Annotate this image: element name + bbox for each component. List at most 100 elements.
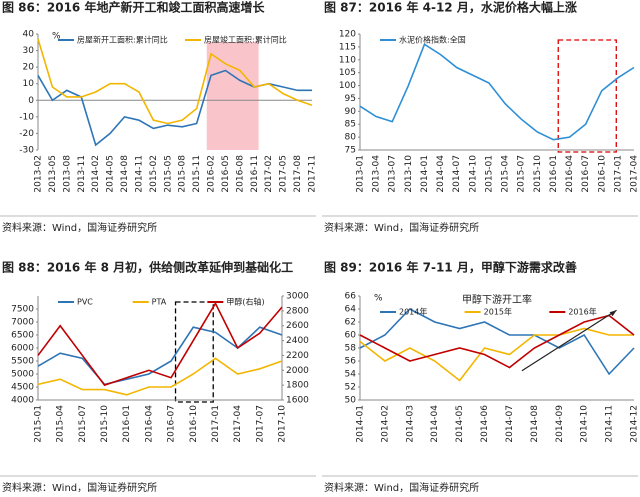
trend-arrow [521,309,617,372]
x-tick-label: 2015-07 [517,155,527,193]
x-tick-label: 2017-01 [211,405,221,443]
x-tick-label: 2015-10 [533,155,543,193]
y-tick-label: -20 [19,129,34,139]
y-tick-label: 75 [345,146,356,156]
y-tick-label: 120 [339,30,356,40]
x-tick-label: 2014-07 [452,155,462,193]
x-tick-label: 2014-02 [91,155,101,193]
x-tick-label: 2015-01 [484,155,494,193]
x-tick-label: 2015-02 [149,155,159,193]
x-tick-label: 2016-05 [221,155,231,193]
highlight-box [557,39,617,153]
x-tick-label: 2017-04 [630,155,640,193]
y-tick-label: 52 [345,383,356,393]
series-line [37,38,313,125]
x-tick-label: 2013-02 [34,155,44,193]
unit: % [374,294,383,304]
x-tick-label: 2015-07 [78,405,88,443]
x-tick-label: 2017-10 [278,405,288,443]
unit: % [52,32,61,42]
x-tick-label: 2014-09 [555,405,565,443]
y-tick-label: 30 [23,46,35,56]
x-tick-label: 2013-07 [388,155,398,193]
highlight [206,42,259,150]
x-tick-label: 2014-03 [405,405,415,443]
source: 资料来源：Wind，国海证券研究所 [2,481,157,494]
x-tick-label: 2017-01 [613,155,623,193]
x-tick-label: 2016-11 [250,155,260,193]
y-tick-label: 95 [345,94,356,104]
x-tick-label: 2014-10 [580,405,590,443]
x-tick-label: 2014-05 [455,405,465,443]
x-tick-label: 2017-05 [279,155,289,193]
x-tick-label: 2017-02 [264,155,274,193]
y-tick-label: 0 [28,96,34,106]
source: 资料来源：Wind，国海证券研究所 [324,221,479,234]
source: 资料来源：Wind，国海证券研究所 [2,221,157,234]
y-tick-label: 58 [345,344,357,354]
y-tick-label: 85 [345,120,356,130]
y-tick-label: 62 [345,318,356,328]
y-tick-label: 90 [345,107,357,117]
chart-title: 图 87：2016 年 4-12 月，水泥价格大幅上涨 [324,0,577,15]
x-tick-label: 2014-11 [605,405,615,443]
legend-label: PVC [77,298,93,307]
series-line [37,301,283,387]
y-tick-label: 6000 [11,344,34,354]
x-tick-label: 2017-08 [293,155,303,193]
x-tick-label: 2014-01 [356,405,366,443]
y-tick-label: 7000 [11,318,34,328]
x-tick-label: 2016-04 [565,155,575,193]
y2-tick-label: 3000 [286,292,309,302]
x-tick-label: 2014-02 [380,405,390,443]
series-line [37,69,312,147]
x-tick-label: 2016-01 [122,405,132,443]
series-line [359,308,635,376]
chart-title: 图 86：2016 年地产新开工和竣工面积高速增长 [2,0,265,15]
x-tick-label: 2015-05 [163,155,173,193]
series-line [359,314,635,369]
y2-tick-label: 2200 [286,351,309,361]
x-tick-label: 2014-05 [106,155,116,193]
x-tick-label: 2015-08 [178,155,188,193]
x-tick-label: 2016-04 [144,405,154,443]
y-tick-label: 115 [339,42,356,52]
x-tick-label: 2013-04 [372,155,382,193]
x-tick-label: 2016-10 [189,405,199,443]
y-tick-label: 7500 [11,305,34,315]
x-tick-label: 2014-08 [120,155,130,193]
y2-tick-label: 1800 [286,381,309,391]
y-tick-label: 50 [345,396,357,406]
y2-tick-label: 2600 [286,321,309,331]
x-tick-label: 2014-04 [430,405,440,443]
y-tick-label: 5500 [11,357,34,367]
x-tick-label: 2014-10 [468,155,478,193]
legend-label: 房屋新开工面积:累计同比 [77,35,168,45]
x-tick-label: 2016-07 [581,155,591,193]
highlight-box [174,301,214,403]
x-tick-label: 2017-11 [308,155,318,193]
series-line [359,327,634,382]
subtitle: 甲醇下游开工率 [462,293,532,306]
y-tick-label: 20 [23,63,35,73]
series-line [359,43,635,141]
y-tick-label: 64 [345,305,357,315]
x-tick-label: 2017-07 [255,405,265,443]
series-line [37,326,283,386]
x-tick-label: 2015-04 [56,405,66,443]
y2-tick-label: 2400 [286,336,309,346]
y-tick-label: 80 [345,133,357,143]
y2-tick-label: 2000 [286,366,309,376]
legend-label: 房屋竣工面积:累计同比 [204,35,287,45]
x-tick-label: 2014-01 [420,155,430,193]
y-tick-label: 56 [345,357,357,367]
y-tick-label: -30 [19,146,34,156]
y-tick-label: 110 [339,55,356,65]
x-tick-label: 2014-07 [505,405,515,443]
y-tick-label: 60 [345,331,357,341]
legend-label: 2016年 [568,307,596,317]
x-tick-label: 2016-08 [235,155,245,193]
y2-tick-label: 1600 [286,396,309,406]
y-tick-label: 5000 [11,370,34,380]
y-tick-label: 10 [23,79,35,89]
